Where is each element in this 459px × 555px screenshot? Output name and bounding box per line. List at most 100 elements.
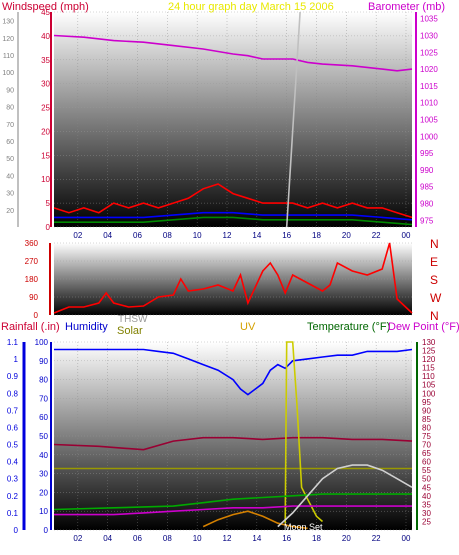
barometer-ytick-label: 990 bbox=[420, 166, 434, 175]
temperature-ytick-label: 85 bbox=[422, 415, 431, 424]
climate-xtick-label: 08 bbox=[163, 534, 172, 543]
climate-xtick-label: 16 bbox=[282, 534, 291, 543]
thsw-legend-label: THSW bbox=[118, 314, 148, 325]
climate-xtick-label: 04 bbox=[103, 534, 112, 543]
temperature-ytick-label: 45 bbox=[422, 483, 431, 492]
direction-ytick-label: 0 bbox=[34, 311, 39, 320]
barometer-axis-title: Barometer (mb) bbox=[368, 1, 446, 13]
temperature-ytick-label: 80 bbox=[422, 423, 431, 432]
unlabeled-line bbox=[277, 464, 413, 528]
barometer-ytick-label: 1035 bbox=[420, 15, 438, 24]
rainfall-ytick-label: 0.2 bbox=[7, 492, 19, 501]
graph-title: 24 hour graph day March 15 2006 bbox=[168, 1, 334, 13]
compass-label: N bbox=[430, 237, 439, 251]
wind-ytick-label: 20 bbox=[41, 127, 50, 136]
wind-xtick-label: 02 bbox=[73, 231, 82, 240]
outer-scale-label: 110 bbox=[3, 53, 14, 60]
barometer-mb--line bbox=[53, 34, 413, 72]
rainfall-ytick-label: 0.1 bbox=[7, 509, 19, 518]
wind-xtick-label: 22 bbox=[372, 231, 381, 240]
temperature-ytick-label: 40 bbox=[422, 492, 431, 501]
temperature-ytick-label: 120 bbox=[422, 355, 436, 364]
humidity-ytick-label: 50 bbox=[39, 432, 48, 441]
temperature-ytick-label: 65 bbox=[422, 449, 431, 458]
wind-ytick-label: 45 bbox=[41, 8, 50, 17]
temperature-ytick-label: 130 bbox=[422, 338, 436, 347]
wind-ytick-label: 25 bbox=[41, 104, 50, 113]
climate-xtick-label: 20 bbox=[342, 534, 351, 543]
rainfall-ytick-label: 0.4 bbox=[7, 458, 19, 467]
humidity-legend-label: Humidity bbox=[65, 321, 108, 333]
barometer-ytick-label: 980 bbox=[420, 199, 434, 208]
direction-ytick-label: 360 bbox=[25, 239, 39, 248]
climate-xtick-label: 10 bbox=[193, 534, 202, 543]
temperature-ytick-label: 110 bbox=[422, 372, 435, 381]
humidity-ytick-label: 80 bbox=[39, 376, 48, 385]
outer-scale-label: 100 bbox=[2, 70, 14, 77]
climate-xtick-label: 18 bbox=[312, 534, 321, 543]
wind-xtick-label: 20 bbox=[342, 231, 351, 240]
outer-scale-label: 40 bbox=[6, 173, 14, 180]
rainfall-ytick-label: 0.3 bbox=[7, 475, 19, 484]
temperature-f--line bbox=[53, 436, 413, 451]
outer-scale-label: 90 bbox=[6, 87, 14, 94]
humidity-ytick-label: 30 bbox=[39, 470, 48, 479]
temperature-ytick-label: 95 bbox=[422, 398, 431, 407]
temperature-ytick-label: 50 bbox=[422, 475, 431, 484]
wind-xtick-label: 16 bbox=[282, 231, 291, 240]
temperature-ytick-label: 75 bbox=[422, 432, 431, 441]
outer-scale-label: 80 bbox=[6, 105, 14, 112]
wind-ytick-label: 5 bbox=[46, 199, 51, 208]
barometer-ytick-label: 1005 bbox=[420, 116, 438, 125]
uv-legend-label: UV bbox=[240, 321, 256, 333]
climate-xtick-label: 02 bbox=[73, 534, 82, 543]
dew-point-axis-title: Dew Point (°F) bbox=[388, 321, 459, 333]
outer-scale-label: 30 bbox=[6, 191, 14, 198]
wind-ytick-label: 0 bbox=[46, 223, 51, 232]
climate-xtick-label: 12 bbox=[223, 534, 232, 543]
outer-scale-label: 50 bbox=[6, 156, 14, 163]
wind-ytick-label: 15 bbox=[41, 151, 50, 160]
wind-xtick-label: 08 bbox=[163, 231, 172, 240]
wind-ytick-label: 10 bbox=[41, 175, 50, 184]
temperature-ytick-label: 70 bbox=[422, 441, 431, 450]
outer-scale-label: 60 bbox=[6, 139, 14, 146]
barometer-ytick-label: 1030 bbox=[420, 32, 438, 41]
wind-direction-line bbox=[53, 242, 413, 314]
temperature-ytick-label: 60 bbox=[422, 458, 431, 467]
barometer-ytick-label: 995 bbox=[420, 149, 434, 158]
wind-ytick-label: 35 bbox=[41, 56, 50, 65]
humidity-ytick-label: 60 bbox=[39, 413, 48, 422]
humidity-ytick-label: 20 bbox=[39, 488, 48, 497]
climate-xtick-label: 06 bbox=[133, 534, 142, 543]
wind-ytick-label: 40 bbox=[41, 32, 50, 41]
direction-ytick-label: 180 bbox=[25, 275, 39, 284]
barometer-ytick-label: 1000 bbox=[420, 132, 438, 141]
humidity-line bbox=[54, 348, 413, 396]
barometer-ytick-label: 975 bbox=[420, 216, 434, 225]
outer-scale-label: 70 bbox=[6, 122, 14, 129]
temperature-ytick-label: 30 bbox=[422, 509, 431, 518]
moon-set-annotation: Moon Set bbox=[284, 522, 323, 532]
solar-line bbox=[284, 341, 324, 524]
compass-label: E bbox=[430, 255, 438, 269]
compass-label: W bbox=[430, 291, 442, 305]
windspeed-axis-title: Windspeed (mph) bbox=[2, 1, 89, 13]
barometer-ytick-label: 985 bbox=[420, 183, 434, 192]
temperature-ytick-label: 25 bbox=[422, 517, 431, 526]
panel-1-background bbox=[54, 12, 412, 227]
wind-xtick-label: 10 bbox=[193, 231, 202, 240]
wind-low-line bbox=[54, 216, 413, 226]
wind-xtick-label: 12 bbox=[223, 231, 232, 240]
rainfall-ytick-label: 0.9 bbox=[7, 372, 19, 381]
dew-point-f--line bbox=[54, 505, 412, 516]
humidity-ytick-label: 10 bbox=[39, 507, 48, 516]
wind-xtick-label: 04 bbox=[103, 231, 112, 240]
wind-xtick-label: 18 bbox=[312, 231, 321, 240]
wind-xtick-label: 00 bbox=[402, 231, 411, 240]
temperature-ytick-label: 100 bbox=[422, 389, 436, 398]
compass-label: S bbox=[430, 273, 438, 287]
direction-ytick-label: 270 bbox=[25, 257, 39, 266]
climate-xtick-label: 14 bbox=[252, 534, 261, 543]
